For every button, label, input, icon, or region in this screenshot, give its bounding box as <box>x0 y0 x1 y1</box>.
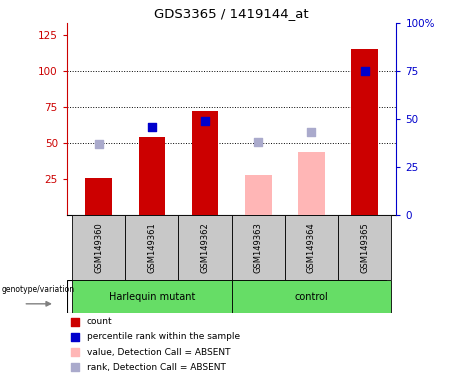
Title: GDS3365 / 1419144_at: GDS3365 / 1419144_at <box>154 7 309 20</box>
Text: GSM149362: GSM149362 <box>201 222 210 273</box>
Bar <box>72 280 231 313</box>
Point <box>71 364 79 370</box>
Bar <box>285 215 338 280</box>
Text: GSM149361: GSM149361 <box>148 222 156 273</box>
Point <box>71 349 79 355</box>
Text: value, Detection Call = ABSENT: value, Detection Call = ABSENT <box>87 348 230 356</box>
Bar <box>178 215 231 280</box>
Point <box>361 68 368 74</box>
Point <box>148 124 156 130</box>
Bar <box>298 152 325 215</box>
Text: rank, Detection Call = ABSENT: rank, Detection Call = ABSENT <box>87 362 225 372</box>
Point <box>307 129 315 136</box>
Bar <box>338 215 391 280</box>
Bar <box>72 215 125 280</box>
Point <box>254 139 262 145</box>
Text: Harlequin mutant: Harlequin mutant <box>109 291 195 302</box>
Bar <box>351 49 378 215</box>
Text: GSM149363: GSM149363 <box>254 222 263 273</box>
Bar <box>192 111 219 215</box>
Point <box>201 118 209 124</box>
Text: count: count <box>87 317 112 326</box>
Bar <box>139 137 165 215</box>
Bar <box>231 215 285 280</box>
Point <box>95 141 102 147</box>
Bar <box>85 177 112 215</box>
Text: control: control <box>295 291 328 302</box>
Text: GSM149365: GSM149365 <box>360 222 369 273</box>
Point <box>71 319 79 325</box>
Text: genotype/variation: genotype/variation <box>1 285 75 294</box>
Bar <box>125 215 178 280</box>
Text: GSM149360: GSM149360 <box>94 222 103 273</box>
Text: percentile rank within the sample: percentile rank within the sample <box>87 333 240 341</box>
Bar <box>231 280 391 313</box>
Text: GSM149364: GSM149364 <box>307 222 316 273</box>
Point <box>71 334 79 340</box>
Bar <box>245 175 272 215</box>
